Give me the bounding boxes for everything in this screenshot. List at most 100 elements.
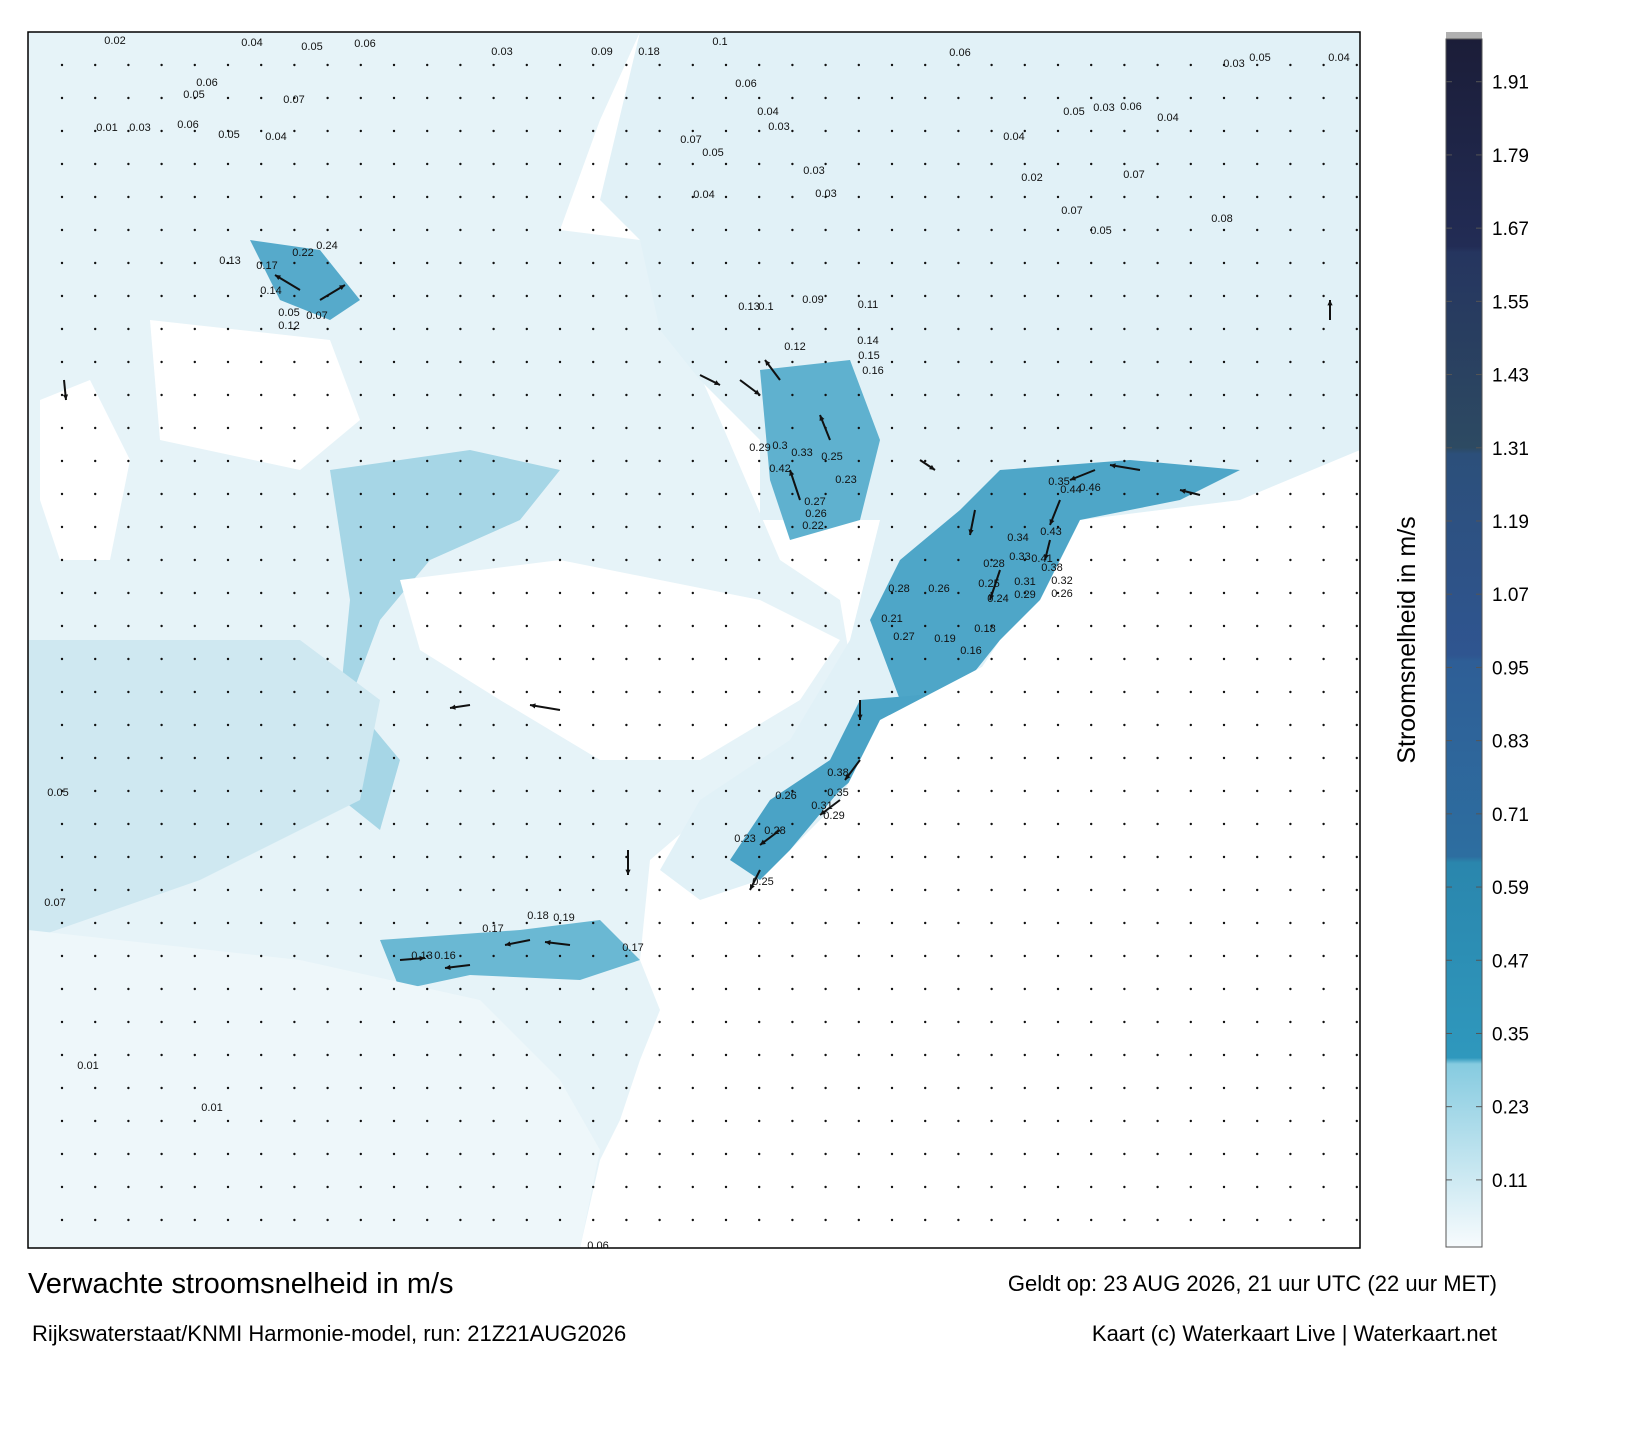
grid-dot xyxy=(193,294,196,298)
grid-dot xyxy=(824,393,827,397)
grid-dot xyxy=(1355,723,1359,727)
colorbar-tick-label: 1.79 xyxy=(1492,146,1529,167)
grid-dot xyxy=(1123,888,1126,892)
grid-dot xyxy=(857,1152,860,1156)
grid-dot xyxy=(1322,195,1325,199)
grid-dot xyxy=(625,129,628,133)
grid-dot xyxy=(592,459,595,463)
grid-dot xyxy=(625,393,628,397)
grid-dot xyxy=(658,63,661,67)
grid-dot xyxy=(60,294,64,298)
grid-dot xyxy=(1090,129,1093,133)
grid-dot xyxy=(1256,987,1259,991)
grid-dot xyxy=(924,393,927,397)
grid-dot xyxy=(1355,393,1359,397)
grid-dot xyxy=(1156,294,1159,298)
grid-dot xyxy=(857,63,860,67)
grid-dot xyxy=(558,228,562,232)
grid-dot xyxy=(990,1218,993,1222)
grid-dot xyxy=(359,393,362,397)
grid-dot xyxy=(625,690,628,694)
grid-dot xyxy=(160,789,163,793)
grid-dot xyxy=(525,888,528,892)
grid-dot xyxy=(857,690,860,694)
grid-dot xyxy=(1056,63,1060,67)
grid-dot xyxy=(492,63,495,67)
grid-dot xyxy=(592,360,595,364)
grid-dot xyxy=(990,1152,993,1156)
grid-dot xyxy=(857,195,860,199)
grid-dot xyxy=(1123,855,1126,859)
grid-dot xyxy=(1355,1020,1359,1024)
grid-dot xyxy=(492,360,495,364)
grid-dot xyxy=(94,195,97,199)
grid-dot xyxy=(1056,1152,1060,1156)
grid-dot xyxy=(226,558,230,562)
grid-dot xyxy=(1289,1185,1292,1189)
speed-label: 0.06 xyxy=(949,47,970,59)
grid-dot xyxy=(1056,261,1060,265)
grid-dot xyxy=(558,690,562,694)
grid-dot xyxy=(791,1152,794,1156)
grid-dot xyxy=(492,1086,495,1090)
speed-label: 0.05 xyxy=(1249,52,1270,64)
arrow-head xyxy=(754,389,760,395)
grid-dot xyxy=(1090,657,1093,661)
grid-dot xyxy=(359,921,362,925)
grid-dot xyxy=(326,459,329,463)
grid-dot xyxy=(326,1020,329,1024)
grid-dot xyxy=(426,63,429,67)
grid-dot xyxy=(426,228,429,232)
grid-dot xyxy=(1023,954,1026,958)
grid-dot xyxy=(260,921,263,925)
grid-dot xyxy=(492,129,495,133)
grid-dot xyxy=(1222,723,1226,727)
grid-dot xyxy=(724,129,728,133)
grid-dot xyxy=(1256,1185,1259,1189)
grid-dot xyxy=(60,921,64,925)
grid-dot xyxy=(392,1119,396,1123)
grid-dot xyxy=(691,1218,694,1222)
grid-dot xyxy=(226,459,230,463)
grid-dot xyxy=(94,294,97,298)
grid-dot xyxy=(293,228,296,232)
speed-label: 0.35 xyxy=(827,787,848,799)
grid-dot xyxy=(890,558,894,562)
grid-dot xyxy=(1355,195,1359,199)
grid-dot xyxy=(1289,558,1292,562)
grid-dot xyxy=(426,723,429,727)
grid-dot xyxy=(1189,129,1193,133)
grid-dot xyxy=(758,888,761,892)
grid-dot xyxy=(1123,657,1126,661)
grid-dot xyxy=(426,393,429,397)
grid-dot xyxy=(94,327,97,331)
grid-dot xyxy=(525,525,528,529)
grid-dot xyxy=(1156,195,1159,199)
grid-dot xyxy=(990,294,993,298)
grid-dot xyxy=(293,162,296,166)
grid-dot xyxy=(94,1119,97,1123)
grid-dot xyxy=(1289,921,1292,925)
speed-label: 0.33 xyxy=(791,447,812,459)
grid-dot xyxy=(226,228,230,232)
grid-dot xyxy=(957,459,960,463)
grid-dot xyxy=(1023,195,1026,199)
grid-dot xyxy=(193,1053,196,1057)
grid-dot xyxy=(1355,492,1359,496)
grid-dot xyxy=(1090,1152,1093,1156)
grid-dot xyxy=(326,1218,329,1222)
grid-dot xyxy=(1222,690,1226,694)
grid-dot xyxy=(392,1053,396,1057)
grid-dot xyxy=(691,789,694,793)
grid-dot xyxy=(60,1053,64,1057)
grid-dot xyxy=(791,294,794,298)
grid-dot xyxy=(525,591,528,595)
grid-dot xyxy=(392,954,396,958)
grid-dot xyxy=(293,1020,296,1024)
grid-dot xyxy=(127,624,130,628)
grid-dot xyxy=(592,558,595,562)
grid-dot xyxy=(558,657,562,661)
grid-dot xyxy=(326,492,329,496)
grid-dot xyxy=(924,162,927,166)
